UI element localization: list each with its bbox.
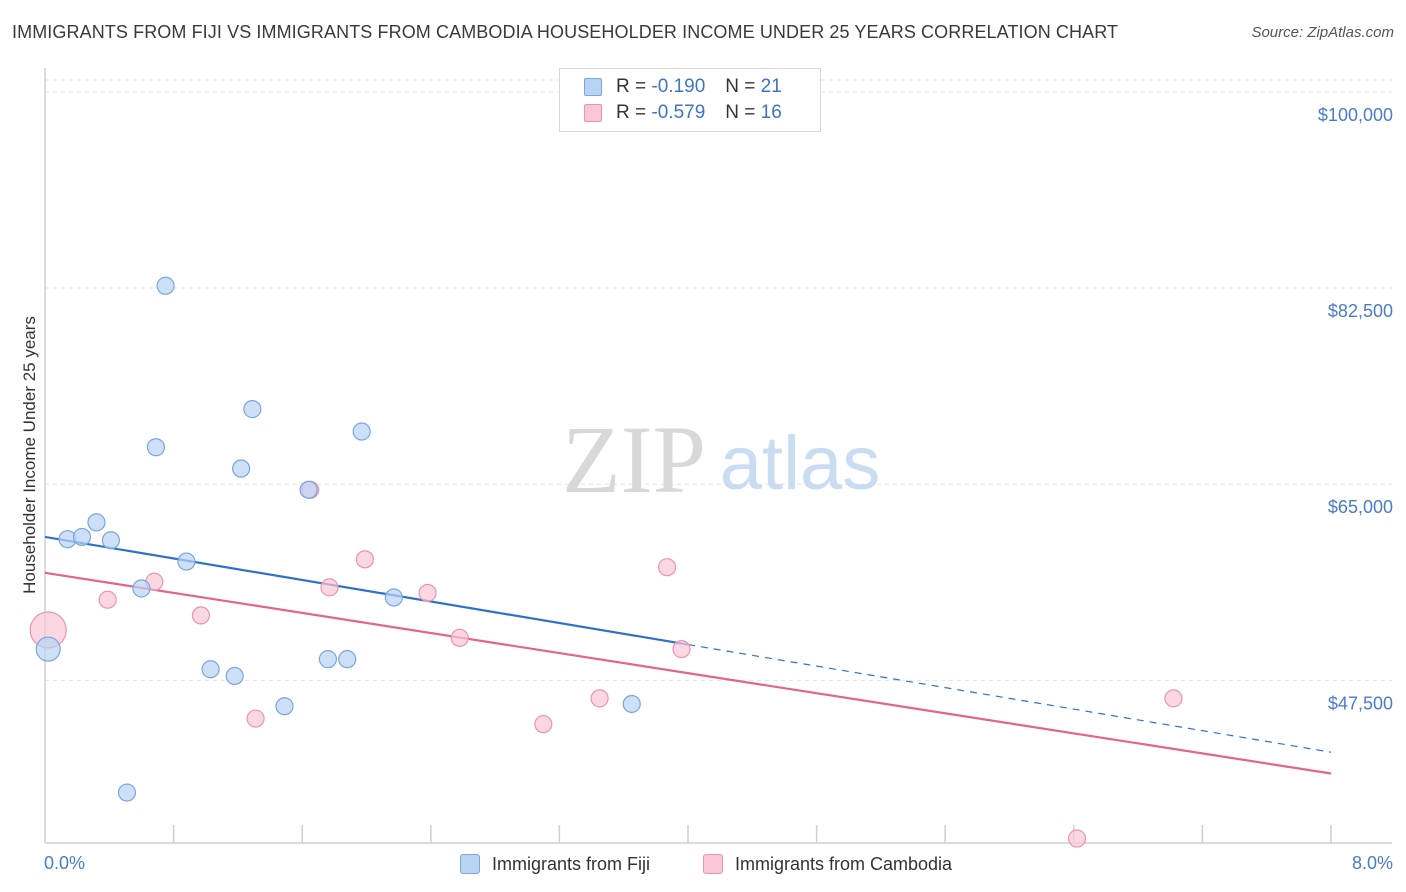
fiji-r-label: R = xyxy=(616,76,647,97)
x-tick-label-0: 0.0% xyxy=(44,853,85,873)
fiji-point-14 xyxy=(275,697,294,716)
cambodia-legend-swatch xyxy=(703,854,723,874)
cambodia-point-11 xyxy=(590,689,609,708)
y-axis-label: Householder Income Under 25 years xyxy=(20,316,39,594)
source-credit: Source: ZipAtlas.com xyxy=(1251,24,1394,41)
fiji-legend-swatch xyxy=(460,854,480,874)
fiji-n-label: N = xyxy=(725,76,756,97)
fiji-point-20 xyxy=(622,694,641,714)
cambodia-n-value: 16 xyxy=(760,102,782,123)
cambodia-trend-line xyxy=(44,571,1332,775)
y-tick-label-3: $100,000 xyxy=(1318,105,1393,125)
cambodia-point-7 xyxy=(355,550,374,569)
fiji-trend-line xyxy=(44,535,689,646)
chart-title: IMMIGRANTS FROM FIJI VS IMMIGRANTS FROM … xyxy=(12,22,1119,42)
cambodia-legend-label: Immigrants from Cambodia xyxy=(735,853,953,874)
cambodia-point-4 xyxy=(246,709,265,728)
cambodia-point-15 xyxy=(1164,689,1183,708)
cambodia-r-value: -0.579 xyxy=(651,102,706,123)
fiji-point-12 xyxy=(232,459,251,478)
cambodia-point-13 xyxy=(672,639,691,659)
watermark-zip: ZIP xyxy=(562,406,706,513)
y-tick-label-1: $65,000 xyxy=(1328,497,1393,517)
fiji-point-3 xyxy=(87,513,106,532)
stats-legend: R = -0.190 N = 21 R = -0.579 N = 16 xyxy=(559,68,821,132)
legend-row-cambodia: R = -0.579 N = 16 xyxy=(584,101,782,125)
fiji-point-11 xyxy=(225,666,244,686)
y-tick-label-0: $47,500 xyxy=(1328,693,1393,713)
legend-item-cambodia: Immigrants from Cambodia xyxy=(703,852,952,876)
fiji-point-7 xyxy=(146,438,166,457)
fiji-point-19 xyxy=(384,588,403,607)
fiji-point-9 xyxy=(177,552,196,571)
cambodia-point-1 xyxy=(98,590,117,609)
cambodia-point-10 xyxy=(534,715,553,734)
fiji-point-18 xyxy=(352,422,371,441)
watermark-atlas: atlas xyxy=(720,421,881,506)
cambodia-n-label: N = xyxy=(725,102,756,123)
legend-item-fiji: Immigrants from Fiji xyxy=(460,852,650,876)
fiji-r-value: -0.190 xyxy=(651,76,706,97)
cambodia-r-label: R = xyxy=(616,102,647,123)
fiji-point-2 xyxy=(72,527,92,547)
y-tick-label-2: $82,500 xyxy=(1328,301,1393,321)
cambodia-point-9 xyxy=(450,628,469,647)
x-tick-label-1: 8.0% xyxy=(1352,853,1393,873)
fiji-point-8 xyxy=(156,276,175,295)
trend-lines xyxy=(44,535,1332,775)
tick-labels: $47,500 $65,000 $82,500 $100,000 0.0% 8.0% xyxy=(44,105,1393,873)
fiji-point-4 xyxy=(101,531,121,550)
fiji-legend-label: Immigrants from Fiji xyxy=(492,853,651,874)
axes xyxy=(44,68,1392,844)
fiji-point-0 xyxy=(35,636,61,662)
fiji-n-value: 21 xyxy=(760,76,782,97)
cambodia-point-6 xyxy=(320,578,339,597)
fiji-point-6 xyxy=(132,579,151,598)
cambodia-point-8 xyxy=(418,583,437,603)
data-points xyxy=(29,276,1183,848)
fiji-point-15 xyxy=(299,480,318,499)
fiji-point-13 xyxy=(243,400,262,419)
grid-lines xyxy=(45,79,1392,681)
fiji-point-17 xyxy=(338,650,357,669)
fiji-point-5 xyxy=(117,783,137,802)
fiji-trend-extension xyxy=(687,643,1332,753)
cambodia-swatch xyxy=(584,104,602,122)
cambodia-point-12 xyxy=(658,558,677,577)
cambodia-point-3 xyxy=(191,606,211,625)
fiji-point-16 xyxy=(318,650,338,669)
watermark: ZIP atlas xyxy=(562,406,880,513)
legend-row-fiji: R = -0.190 N = 21 xyxy=(584,75,782,99)
cambodia-point-14 xyxy=(1067,829,1087,848)
fiji-swatch xyxy=(584,78,602,96)
fiji-point-10 xyxy=(201,660,220,679)
